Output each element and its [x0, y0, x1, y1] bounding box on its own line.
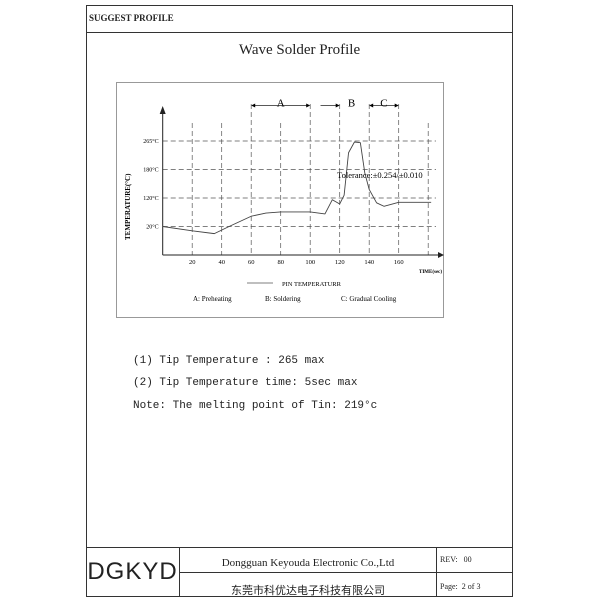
x-tick-label: 80: [277, 259, 284, 266]
phase-label-a: A: [277, 98, 285, 110]
phase-label-b: B: [348, 98, 355, 110]
y-tick-label: 120°C: [143, 195, 158, 202]
header-title: SUGGEST PROFILE: [86, 5, 513, 33]
company-logo: DGKYD: [86, 548, 180, 597]
y-axis-label: TEMPERATURE(°C): [124, 173, 132, 240]
arrowhead-icon: [251, 103, 256, 108]
phase-label-c: C: [380, 98, 387, 110]
x-tick-label: 40: [218, 259, 225, 266]
company-name-en: Dongguan Keyouda Electronic Co.,Ltd: [180, 548, 437, 573]
y-tick-label: 265°C: [143, 138, 158, 145]
phase-legend-c: C: Gradual Cooling: [341, 295, 397, 303]
page-number: Page: 2 of 3: [440, 582, 481, 591]
y-tick-label: 20°C: [146, 224, 158, 231]
page-frame: [86, 5, 513, 597]
chart-frame: [116, 82, 444, 318]
x-axis-arrow-icon: [438, 252, 444, 258]
pin-temperature-line: [162, 141, 432, 235]
phase-legend-a: A: Preheating: [193, 295, 232, 303]
document-title: Wave Solder Profile: [238, 42, 361, 58]
company-name-cn: 东莞市科优达电子科技有限公司: [180, 573, 437, 597]
revision: REV: 00: [437, 548, 513, 573]
x-tick-label: 60: [248, 259, 255, 266]
note-tip-temperature: (1) Tip Temperature : 265 max: [133, 355, 325, 367]
phase-legend-b: B: Soldering: [265, 295, 301, 303]
y-axis-arrow-icon: [159, 106, 166, 114]
y-tick-label: 180°C: [143, 167, 158, 174]
x-tick-label: 140: [364, 259, 374, 266]
note-tip-time: (2) Tip Temperature time: 5sec max: [133, 377, 358, 389]
x-tick-label: 120: [335, 259, 345, 266]
arrowhead-icon: [335, 103, 340, 108]
arrowhead-icon: [306, 103, 311, 108]
x-axis-label: TIME(sec): [419, 270, 442, 275]
note-melting-point: Note: The melting point of Tin: 219°c: [133, 400, 378, 412]
legend-label: PIN TEMPERATURR: [282, 281, 342, 288]
tolerance-annotation: Tolerance:±0.254/±0.010: [337, 170, 423, 180]
arrowhead-icon: [394, 103, 399, 108]
x-tick-label: 160: [394, 259, 404, 266]
footer: DGKYD Dongguan Keyouda Electronic Co.,Lt…: [86, 547, 513, 597]
x-tick-label: 100: [305, 259, 315, 266]
x-tick-label: 20: [189, 259, 196, 266]
arrowhead-icon: [369, 103, 374, 108]
